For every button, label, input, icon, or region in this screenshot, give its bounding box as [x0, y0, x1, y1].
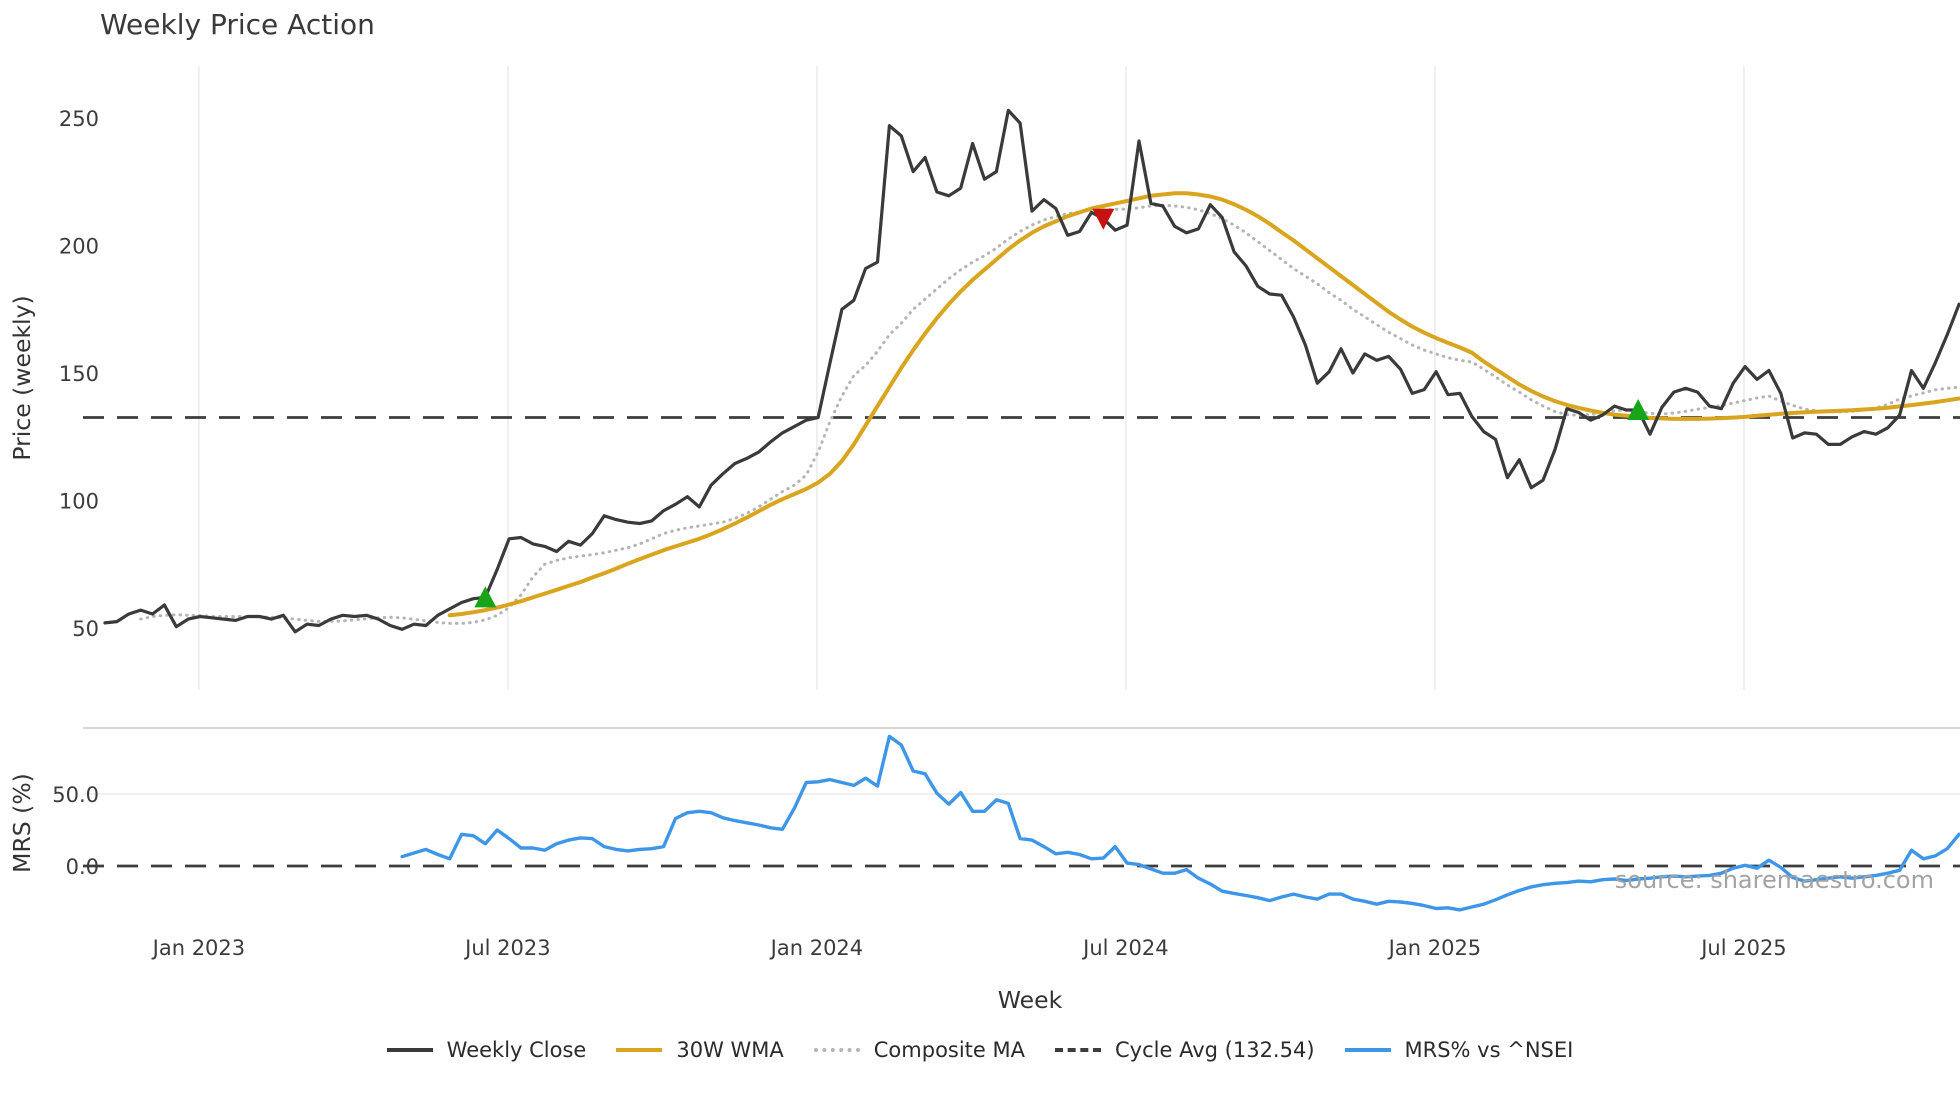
- legend-label: Cycle Avg (132.54): [1115, 1038, 1315, 1062]
- legend-item-composite-ma: Composite MA: [813, 1038, 1026, 1062]
- legend-label: MRS% vs ^NSEI: [1404, 1038, 1574, 1062]
- legend-item-cycle-avg-132-54-: Cycle Avg (132.54): [1055, 1038, 1315, 1062]
- xtick-jan-2025: Jan 2025: [1387, 936, 1482, 960]
- price-ytick-250: 250: [59, 107, 99, 131]
- price-ytick-100: 100: [59, 490, 99, 514]
- legend-swatch-solid: [386, 1048, 433, 1052]
- legend-swatch-solid: [1344, 1048, 1391, 1052]
- legend-swatch-dotted: [813, 1048, 860, 1052]
- sell-signal-marker: [1092, 208, 1115, 230]
- legend-swatch-dashed: [1055, 1048, 1102, 1052]
- composite-ma-line: [139, 203, 1960, 625]
- x-axis-label: Week: [998, 986, 1063, 1014]
- weekly-close-line: [103, 108, 1960, 634]
- xtick-jan-2023: Jan 2023: [151, 936, 246, 960]
- price-ytick-50: 50: [72, 617, 99, 641]
- legend-item-mrs-vs-nsei: MRS% vs ^NSEI: [1344, 1038, 1574, 1062]
- legend-swatch-solid: [616, 1048, 663, 1052]
- mrs-ytick-0.0: 0.0: [66, 855, 99, 879]
- legend-item-30w-wma: 30W WMA: [616, 1038, 784, 1062]
- legend-label: 30W WMA: [676, 1038, 784, 1062]
- legend-label: Weekly Close: [446, 1038, 587, 1062]
- mrs-line: [400, 734, 1960, 912]
- xtick-jul-2025: Jul 2025: [1699, 936, 1786, 960]
- legend-label: Composite MA: [873, 1038, 1026, 1062]
- xtick-jul-2024: Jul 2024: [1081, 936, 1168, 960]
- wma-30w-line: [447, 191, 1960, 618]
- buy-signal-marker: [474, 586, 497, 608]
- legend-item-weekly-close: Weekly Close: [386, 1038, 587, 1062]
- price-axis-label: Price (weekly): [8, 295, 36, 460]
- mrs-ytick-50.0: 50.0: [52, 783, 99, 807]
- xtick-jan-2024: Jan 2024: [769, 936, 864, 960]
- chart-title: Weekly Price Action: [100, 8, 375, 41]
- price-ytick-150: 150: [59, 362, 99, 386]
- chart-legend: Weekly Close 30W WMA Composite MA Cycle Avg…: [0, 1038, 1960, 1062]
- source-watermark: source: sharemaestro.com: [1614, 866, 1934, 894]
- price-ytick-200: 200: [59, 235, 99, 259]
- mrs-axis-label: MRS (%): [8, 773, 36, 873]
- buy-signal-marker: [1627, 398, 1650, 420]
- xtick-jul-2023: Jul 2023: [463, 936, 550, 960]
